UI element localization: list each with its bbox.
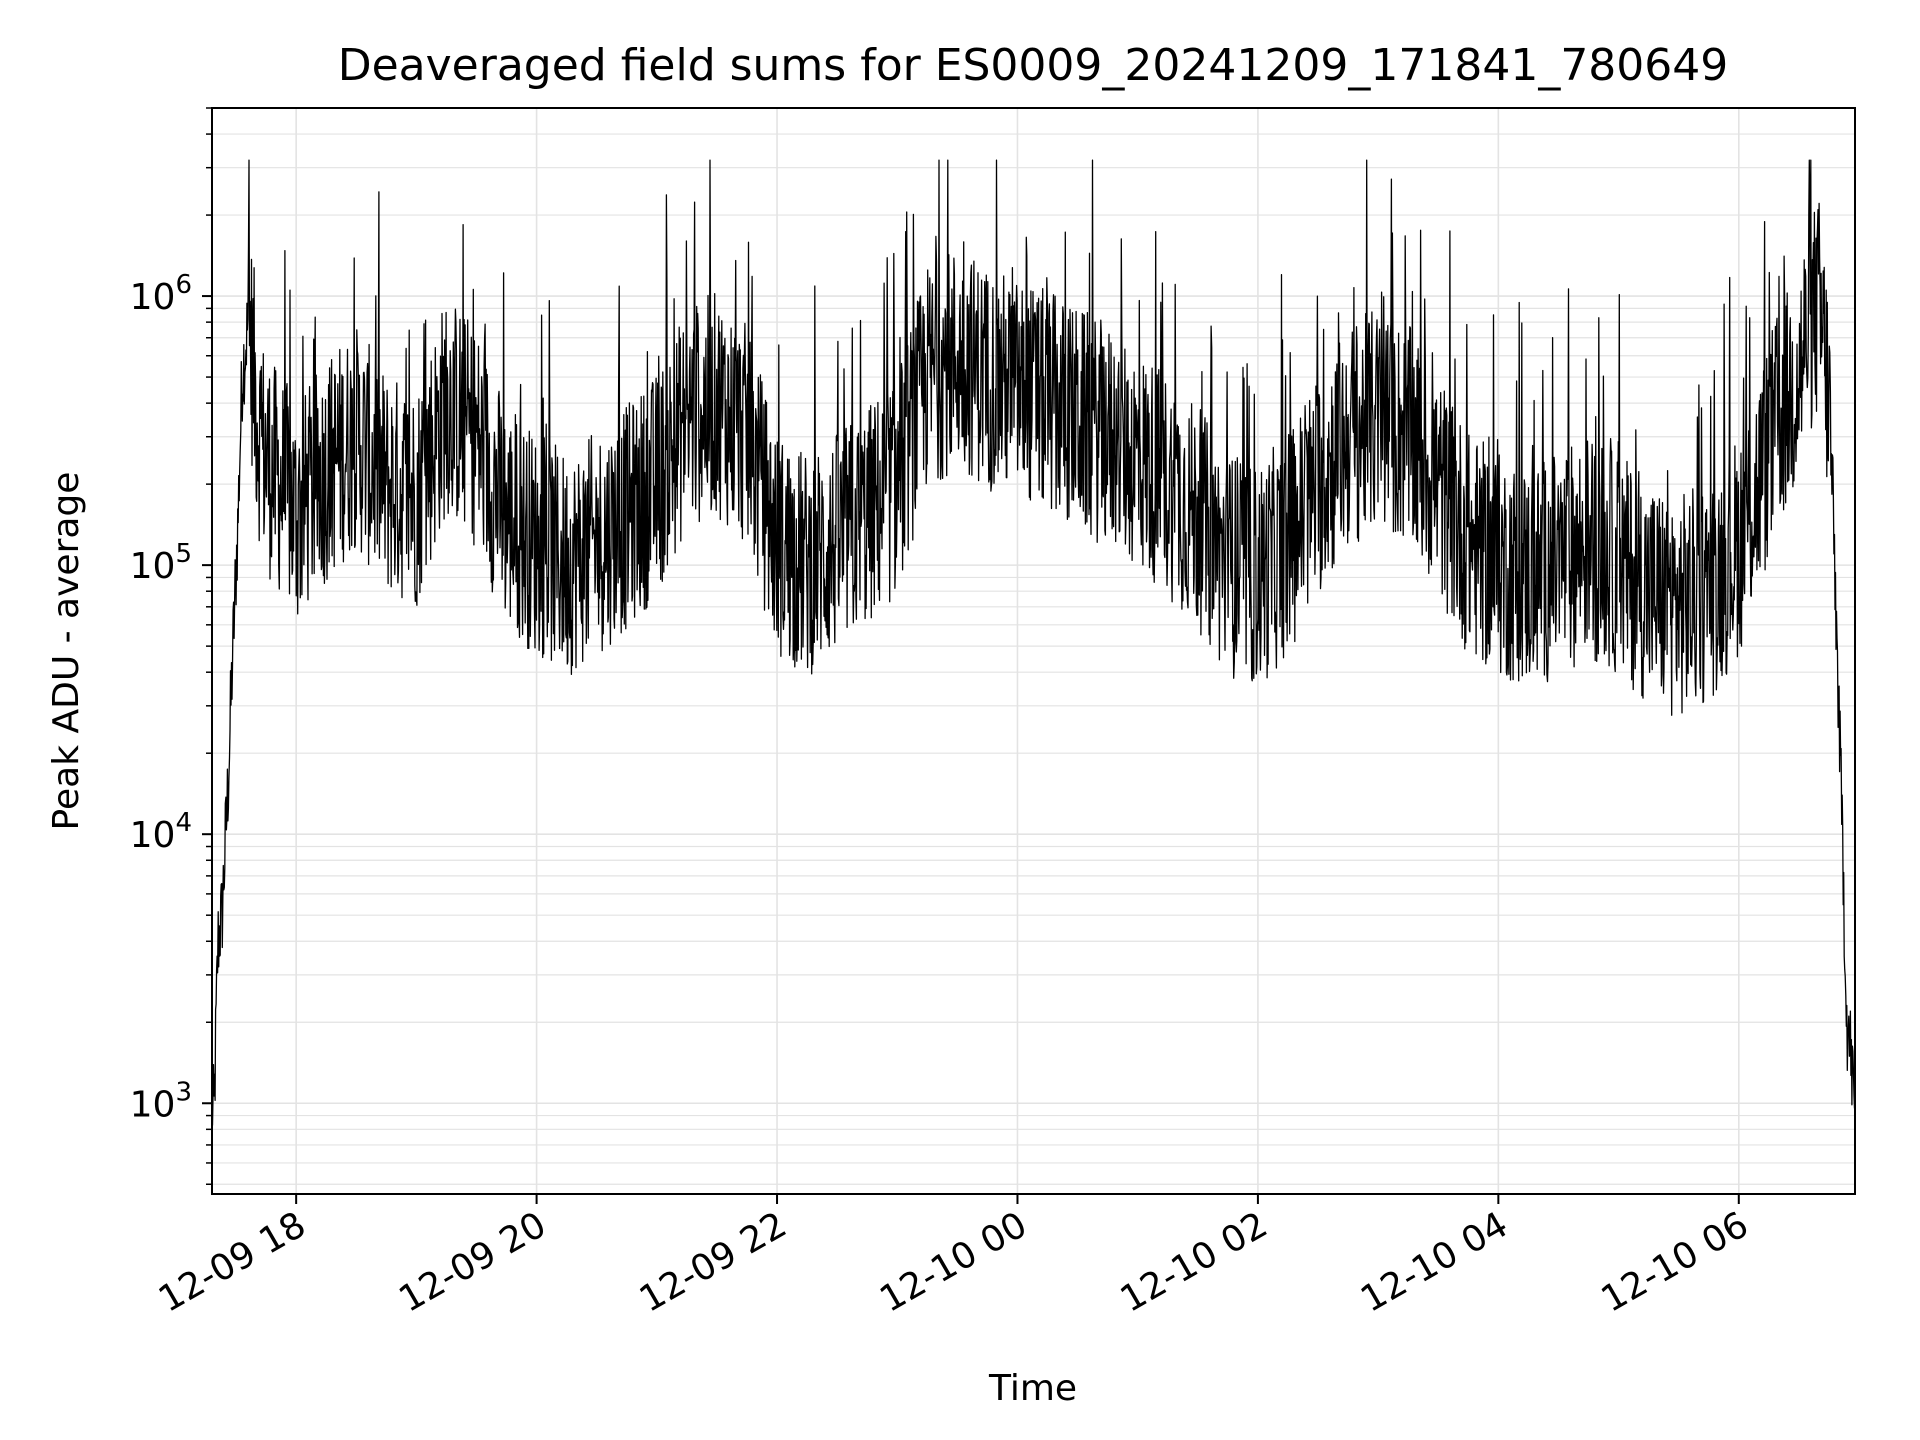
y-tick-label: 106 xyxy=(130,270,192,318)
x-tick-label: 12-09 22 xyxy=(633,1204,794,1320)
x-axis: 12-09 18 12-09 20 12-09 22 12-10 00 12-10 02… xyxy=(152,1194,1755,1321)
y-tick-label: 103 xyxy=(130,1077,192,1125)
x-tick-label: 12-10 00 xyxy=(873,1204,1034,1320)
x-tick-label: 12-10 06 xyxy=(1595,1204,1756,1320)
x-tick-label: 12-09 20 xyxy=(392,1204,553,1320)
y-tick-label: 105 xyxy=(130,539,192,587)
y-axis-label: Peak ADU - average xyxy=(46,472,87,831)
x-tick-label: 12-09 18 xyxy=(152,1204,313,1320)
x-tick-label: 12-10 02 xyxy=(1114,1204,1275,1320)
chart-title: Deaveraged field sums for ES0009_2024120… xyxy=(338,40,1729,91)
plot-area xyxy=(211,159,1856,1126)
series-line xyxy=(211,159,1856,1126)
y-tick-label: 104 xyxy=(130,808,192,856)
y-axis: 103 104 105 106 xyxy=(130,107,212,1186)
x-tick-label: 12-10 04 xyxy=(1354,1204,1515,1320)
axes-frame xyxy=(211,107,1856,1195)
x-axis-label: Time xyxy=(988,1368,1077,1409)
